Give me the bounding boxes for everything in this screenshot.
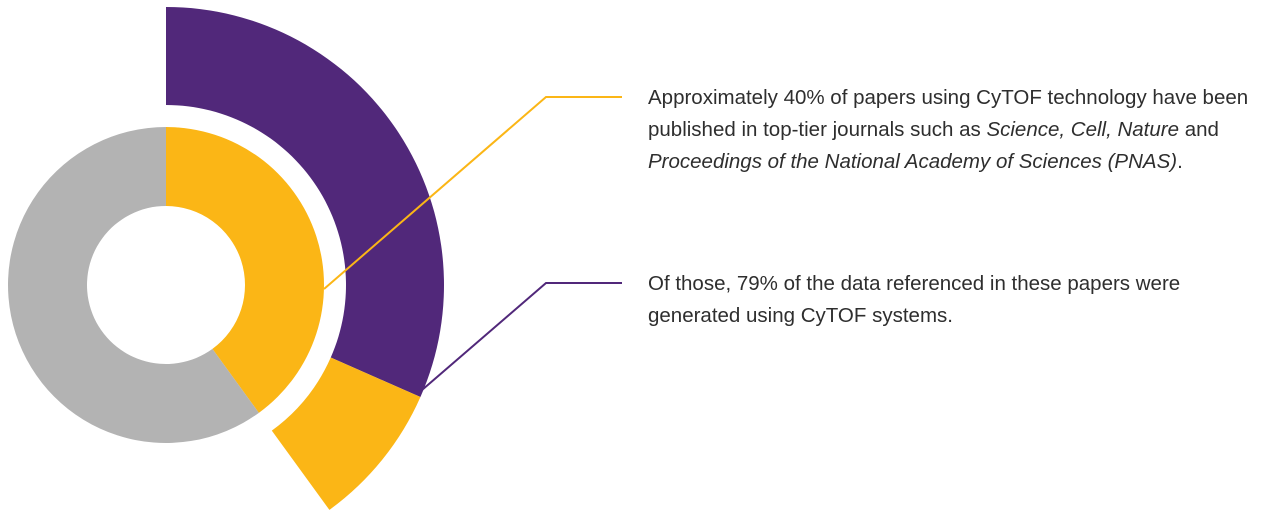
callout-text-part: Approximately 40% of papers using CyTOF … [648, 86, 1249, 141]
callout-text-part: Proceedings of the National Academy of S… [648, 150, 1178, 173]
callout-top-tier-journals: Approximately 40% of papers using CyTOF … [648, 82, 1258, 178]
callout-leader-lines [323, 96, 622, 391]
inner-slice-0 [166, 127, 324, 413]
outer-slice-1 [271, 357, 421, 510]
outer-arc-ring [166, 7, 444, 510]
leader-line-purple [421, 282, 622, 391]
callout-text-part: and [1179, 118, 1219, 141]
outer-slice-0 [166, 7, 444, 398]
inner-donut-ring [7, 127, 324, 443]
callout-text-part: . [1177, 150, 1183, 173]
inner-slice-1 [7, 127, 259, 443]
leader-line-gold [323, 96, 622, 290]
callout-cytof-data: Of those, 79% of the data referenced in … [648, 268, 1258, 332]
callout-text-part: Of those, 79% of the data referenced in … [648, 272, 1181, 327]
callout-text-part: Science, Cell, Nature [986, 118, 1180, 141]
